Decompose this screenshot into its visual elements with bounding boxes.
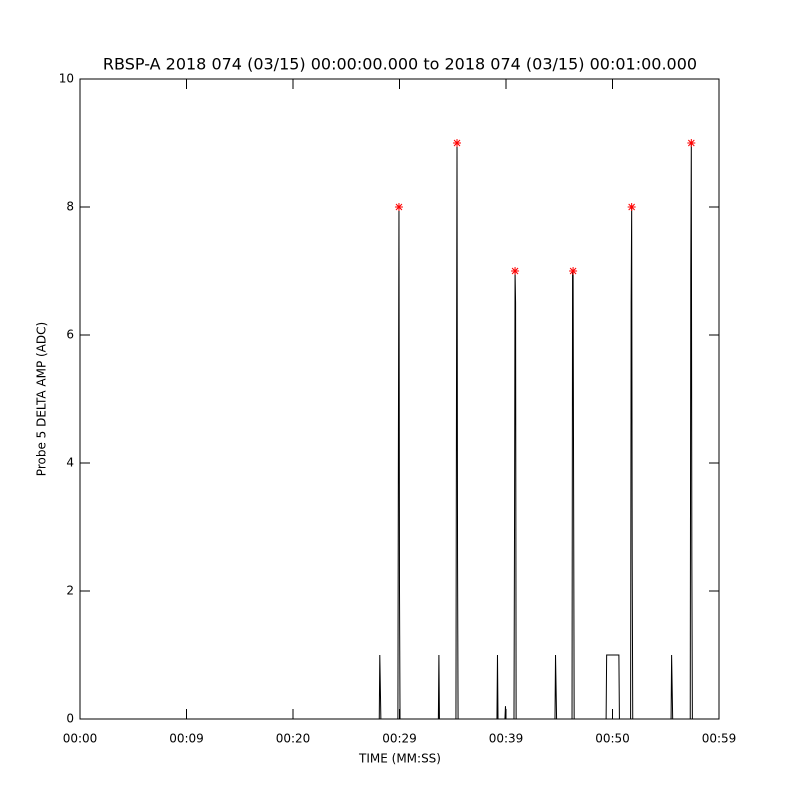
data-line (80, 142, 719, 720)
y-tick-label: 6 (66, 328, 74, 342)
y-axis-label: Probe 5 DELTA AMP (ADC) (35, 322, 49, 476)
y-tick-label: 8 (66, 200, 74, 214)
y-tick-label: 2 (66, 584, 74, 598)
peak-marker (569, 267, 578, 275)
peak-marker (627, 203, 636, 211)
y-tick-label: 4 (66, 456, 74, 470)
peak-marker (687, 139, 696, 147)
x-tick-label: 00:50 (595, 732, 630, 746)
x-tick-label: 00:20 (276, 732, 311, 746)
x-tick-label: 00:29 (382, 732, 417, 746)
peak-marker (394, 203, 403, 211)
peak-marker (453, 139, 462, 147)
x-tick-label: 00:00 (63, 732, 98, 746)
peak-marker (511, 267, 520, 275)
x-tick-label: 00:59 (702, 732, 737, 746)
chart-title: RBSP-A 2018 074 (03/15) 00:00:00.000 to … (103, 55, 697, 74)
x-tick-label: 00:09 (169, 732, 204, 746)
y-tick-label: 10 (59, 72, 74, 86)
y-tick-label: 0 (66, 712, 74, 726)
x-axis-label: TIME (MM:SS) (358, 752, 441, 766)
x-tick-label: 00:39 (489, 732, 524, 746)
